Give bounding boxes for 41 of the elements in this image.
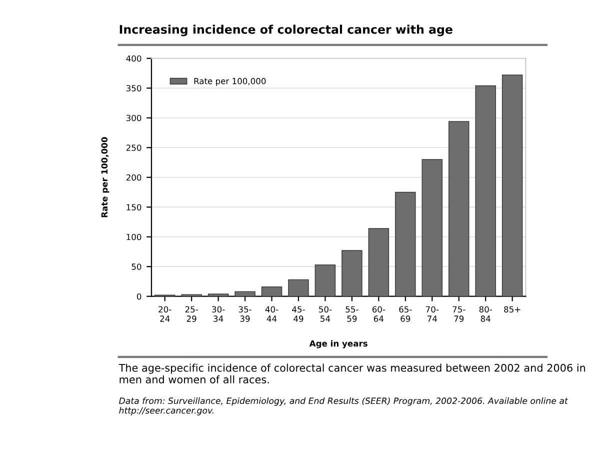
y-axis-title: Rate per 100,000 — [101, 137, 110, 218]
x-tick-label: 80- 84 — [479, 306, 492, 322]
bar — [395, 192, 416, 296]
y-tick-label: 250 — [126, 144, 142, 151]
bar — [342, 250, 362, 296]
bar — [314, 264, 336, 296]
x-tick-label: 35- 39 — [238, 306, 252, 322]
bar — [288, 279, 309, 296]
bar — [234, 291, 256, 296]
y-tick-label: 0 — [136, 293, 142, 300]
bar — [368, 228, 390, 296]
y-tick-label: 350 — [126, 85, 142, 92]
x-tick-label: 40- 44 — [265, 306, 278, 322]
y-tick-label: 200 — [126, 174, 142, 181]
chart-title: Increasing incidence of colorectal cancer with age — [120, 24, 452, 36]
bar — [502, 74, 523, 296]
y-tick-label: 300 — [126, 114, 142, 122]
x-tick-label: 75- 79 — [452, 306, 466, 322]
legend-label: Rate per 100,000 — [194, 78, 266, 86]
bar — [208, 294, 229, 296]
y-tick-label: 50 — [132, 264, 142, 270]
x-tick-label: 45- 49 — [292, 306, 305, 322]
text: Data from: Surveillance, Epidemiology, and End Results (SEER) Program, 2002-2006. Available online at http://seer.cancer.gov. — [119, 397, 568, 416]
y-tick-label: 100 — [126, 234, 142, 240]
x-tick-label: 30- 34 — [212, 306, 225, 322]
x-tick-label: 25- 29 — [185, 306, 198, 322]
x-tick-label: 60- 64 — [372, 306, 386, 322]
x-tick-label: 55- 59 — [346, 306, 358, 322]
x-tick-label: 85+ — [504, 306, 520, 313]
x-tick-label: 70- 74 — [426, 306, 439, 322]
y-tick-label: 400 — [126, 55, 142, 62]
x-tick-label: 20- 24 — [158, 306, 172, 322]
y-tick-label: 150 — [126, 204, 142, 210]
x-axis-title: Age in years — [309, 340, 368, 348]
bar — [422, 159, 443, 296]
bar — [475, 85, 496, 296]
bar — [448, 121, 470, 296]
text: The age-specific incidence of colorectal cancer was measured between 2002 and 2006 in men and women of all races. — [118, 364, 586, 384]
x-tick-label: 50- 54 — [319, 306, 332, 322]
bar — [261, 286, 282, 296]
x-tick-label: 65- 69 — [399, 306, 412, 322]
